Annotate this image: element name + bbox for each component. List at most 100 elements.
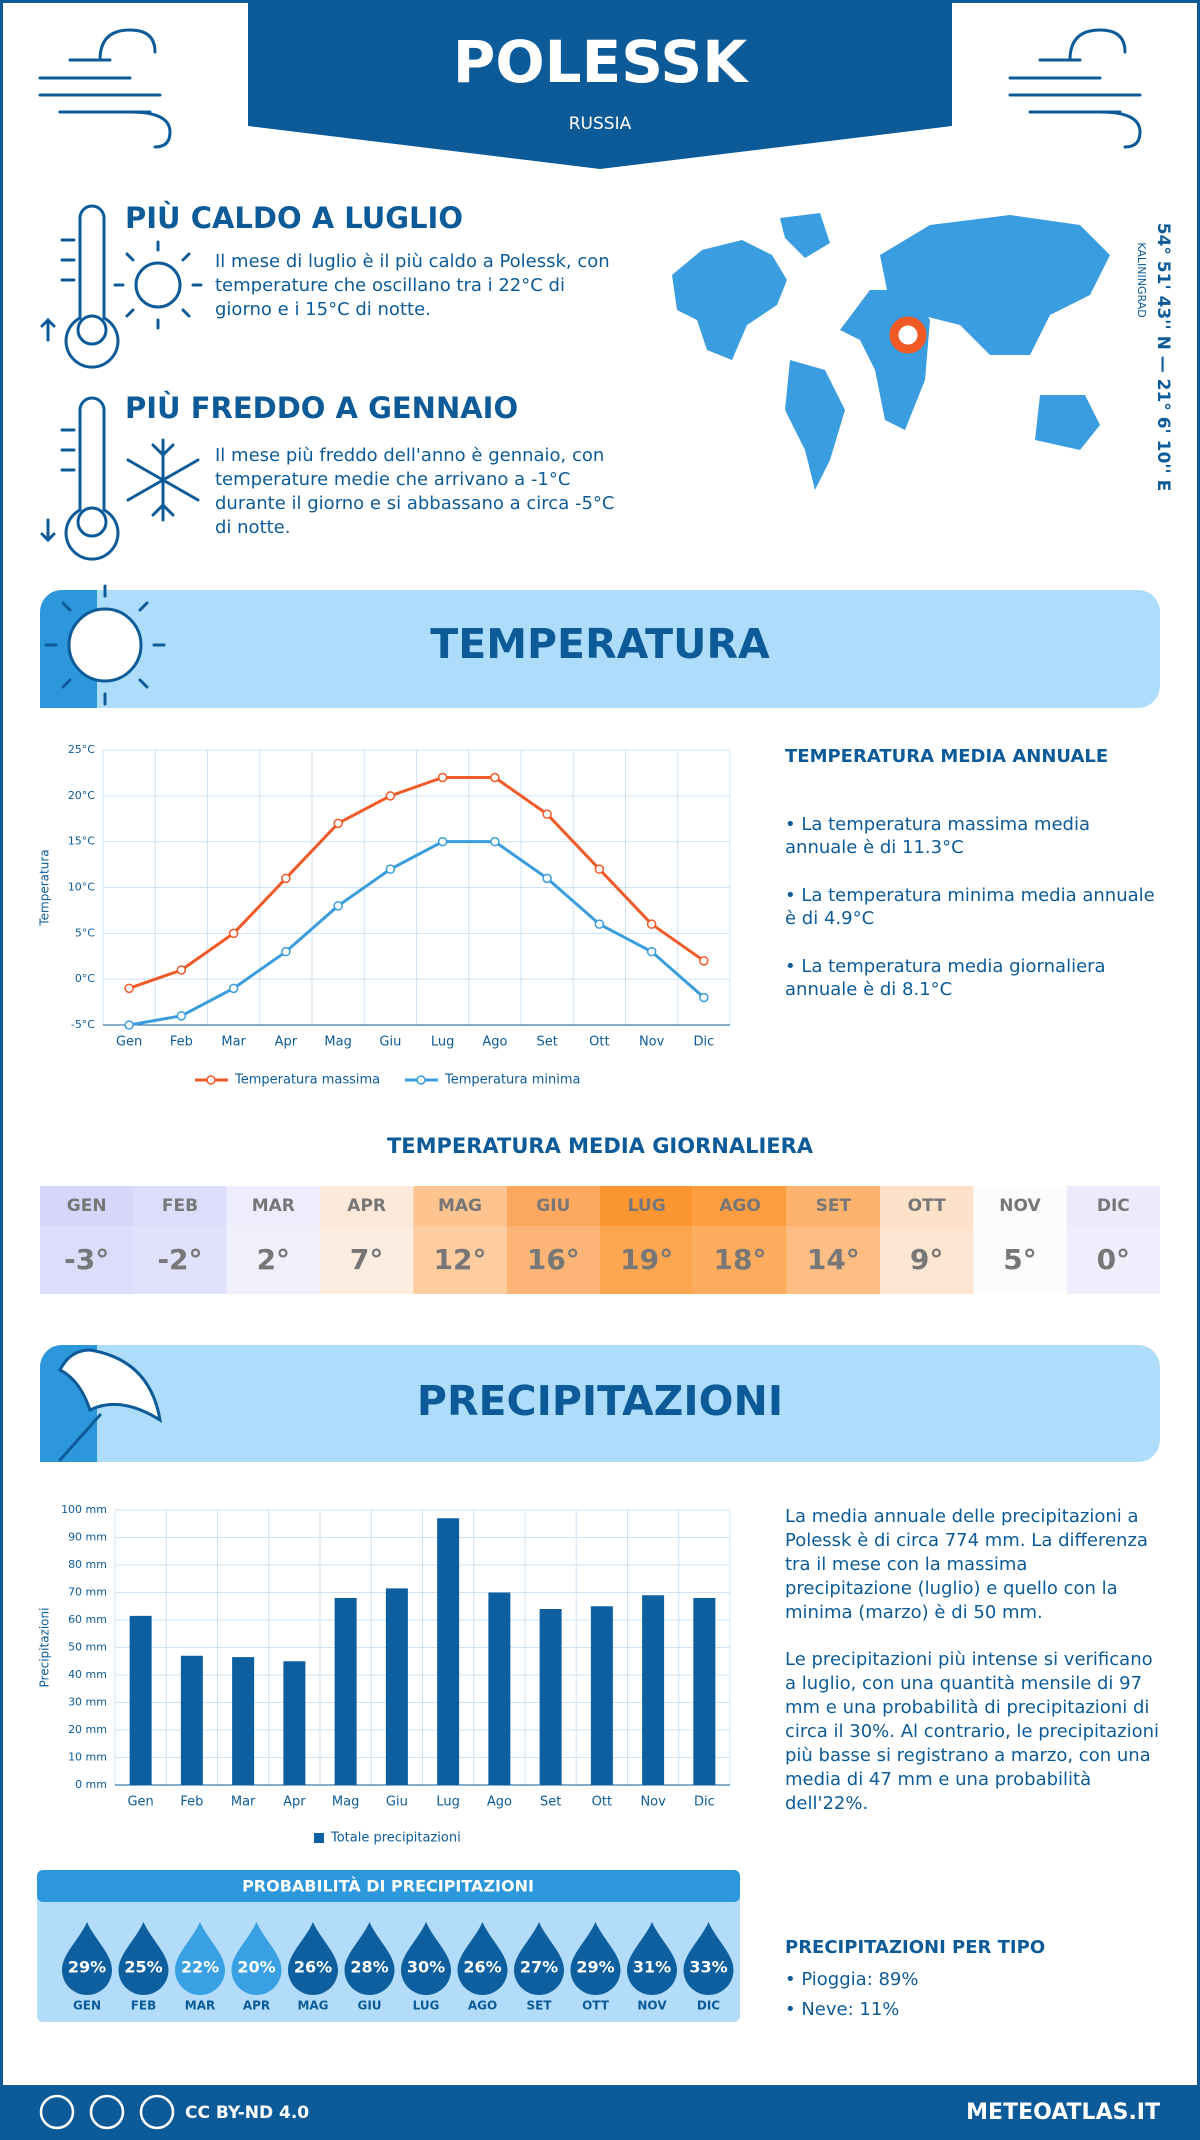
y-tick-label: 5°C: [75, 926, 95, 939]
point: [124, 1020, 134, 1030]
type-title: PRECIPITAZIONI PER TIPO: [785, 1937, 1045, 1958]
line: [128, 840, 705, 1027]
daily-value: 14°: [807, 1243, 860, 1276]
x-tick-label: Giu: [379, 1035, 401, 1050]
drop-value: 29%: [68, 1958, 106, 1977]
coordinates: 54° 51' 43'' N — 21° 6' 10'' E: [1153, 223, 1173, 492]
drop-value: 25%: [124, 1958, 162, 1977]
drop-month: GIU: [357, 1999, 381, 2013]
precip-text: Le precipitazioni più intense si verific…: [785, 1649, 1153, 1670]
drop-value: 27%: [520, 1958, 558, 1977]
y-tick-label: 50 mm: [68, 1641, 107, 1654]
drop-month: LUG: [413, 1999, 440, 2013]
x-tick-label: Gen: [127, 1795, 153, 1810]
section-text: temperature medie che arrivano a -1°C: [215, 469, 570, 490]
drop-month: DIC: [697, 1999, 720, 2013]
drop-value: 26%: [463, 1958, 501, 1977]
drop: [344, 1922, 395, 1995]
point: [124, 983, 134, 994]
daily-header-cell: [600, 1186, 694, 1226]
point: [385, 864, 396, 874]
x-tick-label: Set: [536, 1035, 557, 1050]
daily-header-cell: [506, 1186, 600, 1226]
x-tick-label: Apr: [275, 1035, 298, 1050]
x-tick-label: Ago: [482, 1035, 507, 1050]
annual-bullet: annuale è di 8.1°C: [785, 979, 952, 1000]
umbrella-icon: [57, 1348, 163, 1462]
y-tick-label: 25°C: [68, 743, 95, 756]
city: POLESSK: [453, 28, 749, 96]
drop: [683, 1922, 734, 1995]
annual-title: TEMPERATURA MEDIA ANNUALE: [785, 746, 1108, 767]
drop-month: APR: [243, 1999, 270, 2013]
drop: [570, 1922, 621, 1995]
daily-value: 12°: [434, 1243, 487, 1276]
x-tick-label: Mag: [324, 1035, 351, 1050]
drop-value: 22%: [181, 1958, 219, 1977]
precip-text: più basse si registrano a marzo, con una: [785, 1745, 1151, 1766]
drop-value: 29%: [576, 1958, 614, 1977]
daily-value-cell: [40, 1226, 134, 1294]
probability-title: PROBABILITÀ DI PRECIPITAZIONI: [242, 1877, 534, 1896]
sun-icon: [44, 584, 166, 706]
probability-header: [37, 1870, 740, 1902]
bar: [590, 1606, 613, 1785]
bar: [283, 1661, 306, 1785]
daily-value: 7°: [350, 1243, 383, 1276]
bar: [642, 1595, 665, 1785]
point: [176, 965, 187, 975]
drop: [401, 1922, 451, 1995]
precip-text: minima (marzo) è di 50 mm.: [785, 1602, 1043, 1623]
x-tick-label: Lug: [436, 1795, 460, 1810]
legend-label: Totale precipitazioni: [330, 1831, 461, 1846]
point: [646, 946, 657, 957]
daily-header-cell: [880, 1186, 974, 1226]
section-text: temperature che oscillano tra i 22°C di: [215, 275, 565, 296]
y-tick-label: 80 mm: [68, 1558, 107, 1571]
drop-month: GEN: [73, 1999, 101, 2013]
bar: [334, 1598, 357, 1785]
daily-month: GIU: [536, 1196, 570, 1216]
x-tick-label: Apr: [283, 1795, 306, 1810]
drop: [457, 1922, 508, 1995]
y-tick-label: 30 mm: [68, 1696, 107, 1709]
daily-month: MAG: [438, 1196, 482, 1216]
drop-value: 33%: [689, 1958, 727, 1977]
x-tick-label: Set: [540, 1795, 561, 1810]
x-tick-label: Mag: [332, 1795, 359, 1810]
precipitation-banner: [40, 1345, 1160, 1462]
daily-header-cell: [40, 1186, 134, 1226]
x-tick-label: Dic: [693, 1035, 714, 1050]
point: [490, 836, 500, 847]
drop-value: 28%: [350, 1958, 388, 1977]
precip-text: precipitazione (luglio) e quello con la: [785, 1578, 1118, 1599]
bar: [539, 1609, 562, 1785]
drop-value: 20%: [237, 1958, 275, 1977]
daily-value-cell: [973, 1226, 1067, 1294]
x-tick-label: Gen: [116, 1035, 142, 1050]
annual-bullet: • La temperatura media giornaliera: [785, 956, 1106, 977]
daily-header-cell: [413, 1186, 507, 1226]
point: [228, 928, 239, 939]
daily-value: 19°: [620, 1243, 673, 1276]
daily-month: OTT: [908, 1196, 946, 1216]
daily-value: -3°: [64, 1243, 109, 1276]
point: [176, 1011, 187, 1021]
annual-bullet: annuale è di 11.3°C: [785, 837, 964, 858]
point: [490, 772, 500, 783]
y-axis-label: Precipitazioni: [38, 1608, 52, 1688]
daily-value-cell: [693, 1226, 787, 1294]
daily-value: 0°: [1097, 1243, 1130, 1276]
y-tick-label: 10 mm: [68, 1751, 107, 1764]
point: [333, 901, 343, 911]
daily-value: 16°: [527, 1243, 580, 1276]
license: CC BY-ND 4.0: [185, 2103, 309, 2123]
drop: [288, 1922, 338, 1995]
daily-value-cell: [600, 1226, 694, 1294]
bar: [385, 1588, 408, 1785]
drop-value: 30%: [407, 1958, 445, 1977]
x-tick-label: Lug: [431, 1035, 455, 1050]
y-tick-label: 100 mm: [61, 1503, 107, 1516]
daily-value: -2°: [157, 1243, 202, 1276]
daily-header-cell: [320, 1186, 414, 1226]
